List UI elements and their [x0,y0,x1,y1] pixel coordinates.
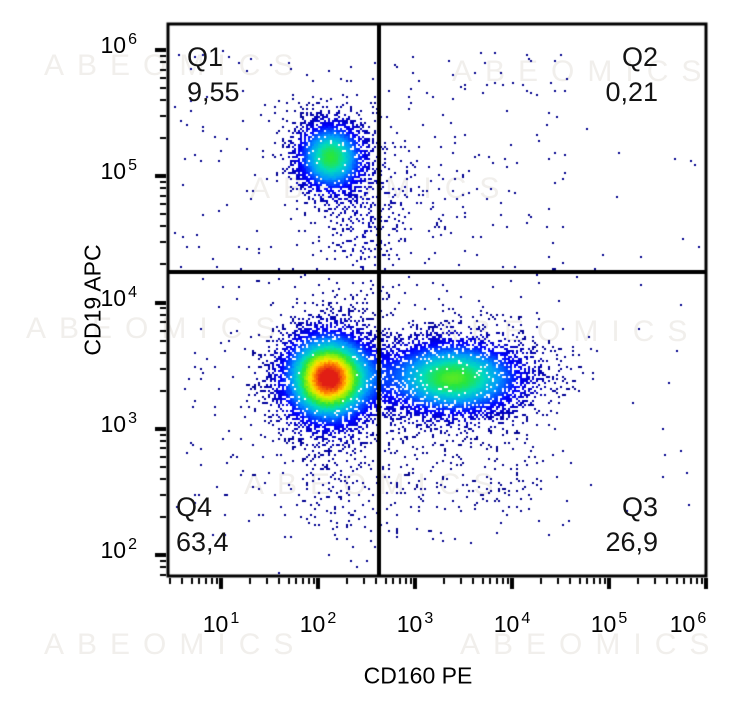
y-axis-tick-label: 10 2 [100,536,138,563]
quadrant-q2-stat: Q2 0,21 [605,40,658,110]
quadrant-q3-stat: Q3 26,9 [605,490,658,560]
y-axis-tick-label: 10 6 [100,31,138,58]
quadrant-q1-value: 9,55 [187,77,240,107]
y-axis-tick-label: 10 3 [100,409,138,437]
quadrant-q4-label: Q4 [176,492,213,522]
quadrant-q1-stat: Q1 9,55 [187,40,240,110]
x-axis-tick-label: 10 4 [493,610,531,637]
quadrant-q2-value: 0,21 [605,77,658,107]
x-axis-tick-label: 10 1 [202,610,240,637]
y-axis-tick-label: 10 4 [100,283,138,311]
quadrant-q3-label: Q3 [621,492,658,522]
y-axis-title: CD19 APC [79,244,106,356]
x-axis-tick-label: 10 5 [590,610,628,637]
x-axis-tick-label: 10 3 [396,610,434,637]
quadrant-q1-label: Q1 [187,42,224,72]
y-axis-tick-label: 10 5 [100,157,138,185]
x-axis-tick-label: 10 6 [669,610,707,637]
quadrant-q2-label: Q2 [621,42,658,72]
quadrant-q3-value: 26,9 [605,527,658,557]
x-axis-tick-label: 10 2 [299,610,337,637]
quadrant-q4-value: 63,4 [176,527,229,557]
quadrant-q4-stat: Q4 63,4 [176,490,229,560]
x-axis-title: CD160 PE [363,662,473,689]
